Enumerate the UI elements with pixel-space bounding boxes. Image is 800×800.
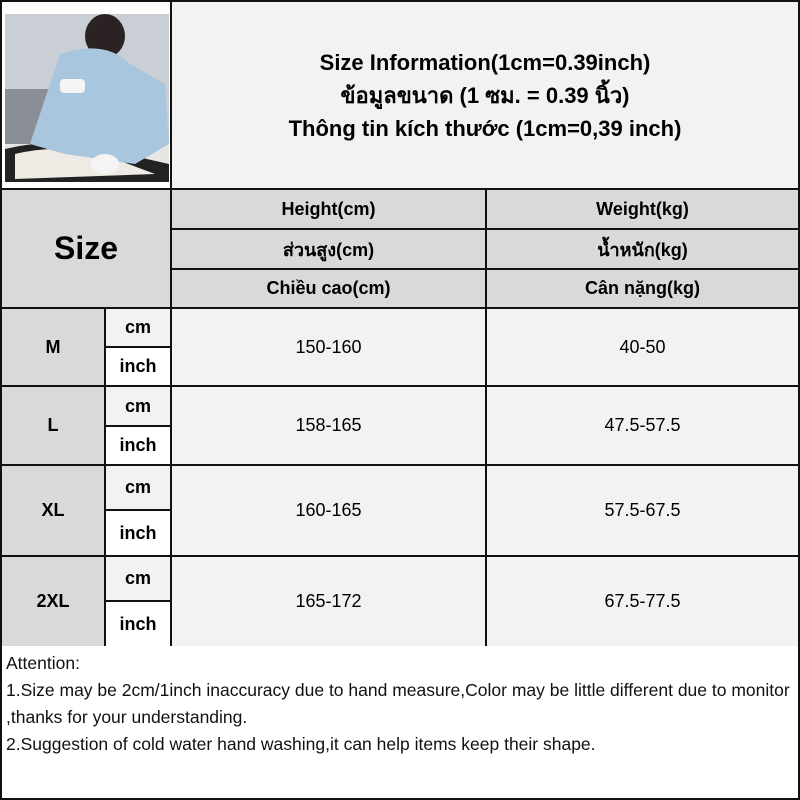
unit-inch: inch xyxy=(104,509,172,557)
height-xl: 160-165 xyxy=(170,464,487,557)
size-label-xl: XL xyxy=(0,464,106,557)
attention-heading: Attention: xyxy=(6,653,80,673)
unit-inch: inch xyxy=(104,346,172,387)
unit-cm: cm xyxy=(104,307,172,348)
attention-note-1: 1.Size may be 2cm/1inch inaccuracy due t… xyxy=(6,680,790,727)
unit-cm: cm xyxy=(104,385,172,427)
height-2xl: 165-172 xyxy=(170,555,487,648)
product-photo xyxy=(5,14,169,182)
size-label-m: M xyxy=(0,307,106,387)
height-m: 150-160 xyxy=(170,307,487,387)
title-vietnamese: Thông tin kích thước (1cm=0,39 inch) xyxy=(288,115,682,141)
weight-header-en: Weight(kg) xyxy=(485,188,800,230)
size-label-l: L xyxy=(0,385,106,466)
unit-inch: inch xyxy=(104,600,172,648)
weight-header-th: น้ำหนัก(kg) xyxy=(485,228,800,270)
size-label-2xl: 2XL xyxy=(0,555,106,648)
height-l: 158-165 xyxy=(170,385,487,466)
weight-xl: 57.5-67.5 xyxy=(485,464,800,557)
title-english: Size Information(1cm=0.39inch) xyxy=(319,49,651,75)
weight-header-vi: Cân nặng(kg) xyxy=(485,268,800,309)
height-header-vi: Chiều cao(cm) xyxy=(170,268,487,309)
weight-m: 40-50 xyxy=(485,307,800,387)
weight-2xl: 67.5-77.5 xyxy=(485,555,800,648)
height-header-en: Height(cm) xyxy=(170,188,487,230)
title-thai: ข้อมูลขนาด (1 ซม. = 0.39 นิ้ว) xyxy=(340,82,630,108)
unit-inch: inch xyxy=(104,425,172,466)
unit-cm: cm xyxy=(104,555,172,602)
weight-l: 47.5-57.5 xyxy=(485,385,800,466)
product-photo-cell xyxy=(0,0,172,190)
attention-notes: Attention: 1.Size may be 2cm/1inch inacc… xyxy=(0,646,800,800)
unit-cm: cm xyxy=(104,464,172,511)
attention-note-2: 2.Suggestion of cold water hand washing,… xyxy=(6,734,596,754)
size-header: Size xyxy=(0,188,172,309)
size-info-title: Size Information(1cm=0.39inch) ข้อมูลขนา… xyxy=(170,0,800,190)
height-header-th: ส่วนสูง(cm) xyxy=(170,228,487,270)
